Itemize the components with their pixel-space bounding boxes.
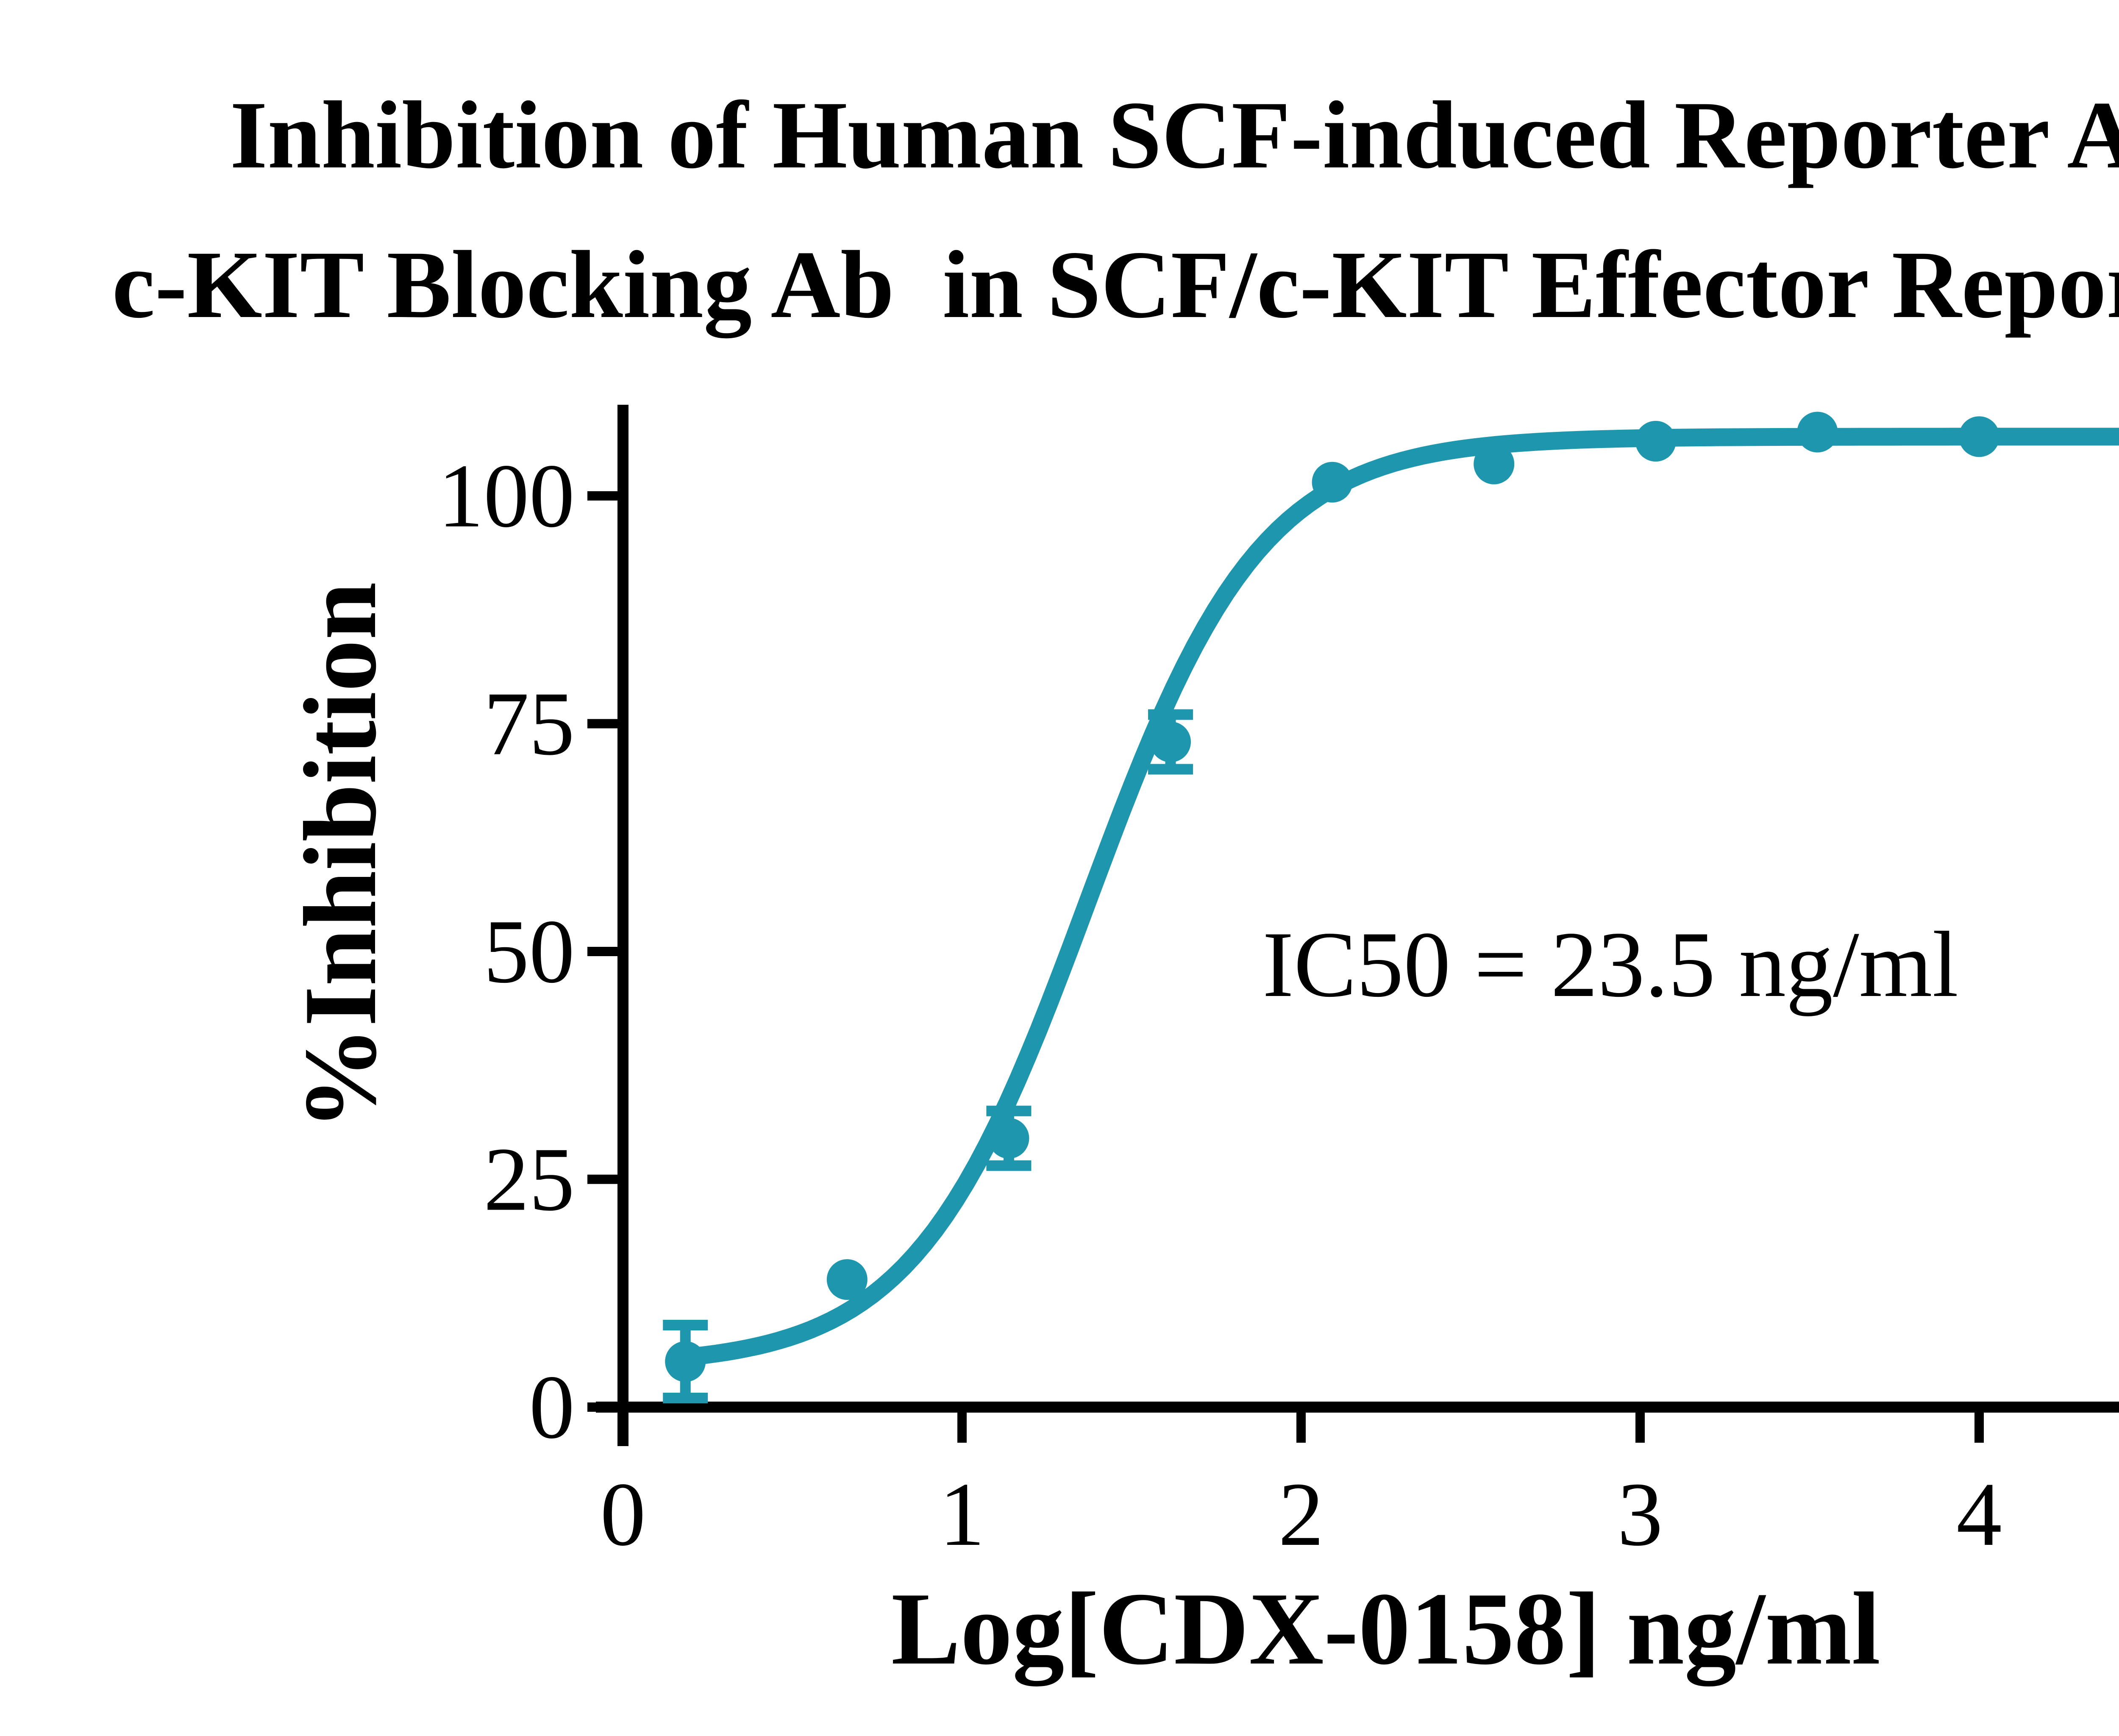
data-point-marker <box>1312 462 1353 503</box>
y-tick-label: 25 <box>484 1129 575 1230</box>
data-point-marker <box>988 1118 1029 1159</box>
x-tick-label: 4 <box>1956 1463 2002 1565</box>
data-series <box>663 412 1999 1403</box>
x-tick-label: 1 <box>939 1463 985 1565</box>
x-tick-label: 2 <box>1278 1463 1324 1565</box>
chart-title-line-2: c-KIT Blocking Ab in SCF/c-KIT Effector … <box>112 231 2119 339</box>
y-tick-label: 50 <box>484 901 575 1002</box>
data-point-marker <box>1959 416 1999 457</box>
fit-curve <box>676 428 2119 1366</box>
y-axis-label: %Inhibition <box>283 582 398 1130</box>
chart-title-line-1: Inhibition of Human SCF-induced Reporter… <box>230 82 2119 189</box>
y-tick-label: 0 <box>529 1356 575 1458</box>
ic50-annotation: IC50 = 23.5 ng/ml <box>1263 913 1958 1017</box>
y-tick-label: 100 <box>438 445 575 546</box>
data-point-marker <box>1635 421 1676 462</box>
data-point-marker <box>665 1341 706 1382</box>
y-axis: 0 25 50 75 100 <box>438 405 628 1458</box>
y-tick-label: 75 <box>484 673 575 774</box>
data-point-marker <box>1797 412 1838 453</box>
x-tick-label: 0 <box>600 1463 646 1565</box>
data-point-marker <box>1150 721 1191 762</box>
data-point-marker <box>1474 443 1515 484</box>
fit-curve-path <box>676 428 2119 1366</box>
data-point-marker <box>826 1259 868 1300</box>
x-axis: 0 1 2 3 4 <box>596 1402 2119 1565</box>
x-axis-label: Log[CDX-0158] ng/ml <box>891 1571 1880 1686</box>
x-tick-label: 3 <box>1617 1463 1663 1565</box>
